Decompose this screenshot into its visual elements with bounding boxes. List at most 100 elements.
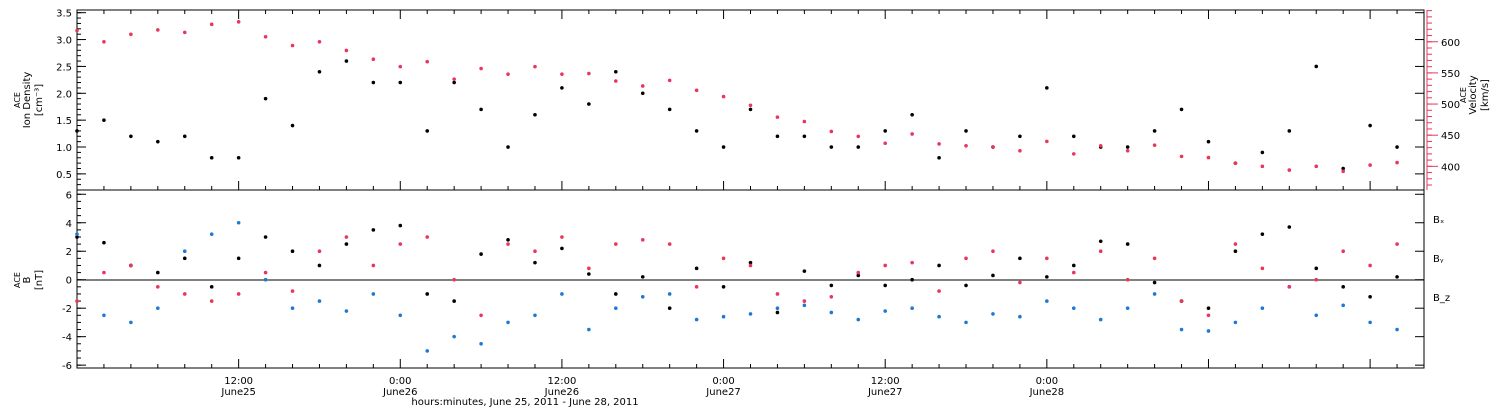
density-point — [102, 118, 106, 122]
velocity-point — [856, 134, 861, 139]
velocity-tick-label: 450 — [1441, 131, 1460, 142]
density-point — [263, 96, 268, 101]
by-point — [748, 312, 753, 316]
bz-point — [1287, 285, 1292, 289]
bx-point — [1341, 285, 1345, 289]
velocity-point — [290, 43, 295, 48]
bz-point — [667, 242, 672, 246]
bz-point — [182, 292, 187, 296]
density-point — [506, 145, 510, 149]
density-point — [290, 123, 295, 128]
top-panel-frame — [76, 9, 1425, 191]
by-point — [209, 232, 214, 236]
velocity-point — [1341, 169, 1345, 174]
x-tick-time: 0:00 — [1036, 376, 1058, 387]
bottom-axis-ticks: -6 -4 -2 0 2 4 6 — [62, 190, 1424, 372]
x-tick-time: 12:00 — [871, 376, 900, 387]
bx-point — [1287, 225, 1292, 229]
by-point — [156, 306, 160, 310]
density-point — [667, 107, 672, 112]
velocity-point — [263, 34, 268, 39]
velocity-point — [371, 57, 376, 62]
density-point — [344, 59, 349, 63]
bz-point — [829, 295, 834, 299]
bx-point — [802, 269, 807, 273]
bx-point — [1395, 275, 1399, 279]
velocity-point — [775, 115, 780, 119]
velocity-point — [1260, 164, 1265, 169]
b-tick-label: 2 — [66, 247, 72, 258]
by-point — [75, 232, 79, 236]
velocity-point — [1071, 152, 1076, 156]
bx-point — [425, 292, 430, 296]
bx-point — [856, 273, 861, 278]
density-point — [560, 86, 564, 90]
bz-point — [1368, 263, 1372, 268]
bx-point — [102, 240, 106, 245]
bz-point — [775, 292, 780, 296]
velocity-point — [129, 32, 133, 37]
bx-point — [694, 266, 699, 271]
bx-point — [1260, 232, 1265, 236]
bx-point — [290, 249, 295, 254]
velocity-tick-label: 400 — [1441, 162, 1460, 173]
density-point — [129, 134, 133, 139]
by-point — [1233, 320, 1238, 325]
bx-point — [991, 273, 995, 278]
bx-point — [398, 223, 403, 228]
velocity-axis-title-3: [km/s] — [1480, 79, 1491, 111]
velocity-point — [667, 78, 672, 83]
velocity-axis-title-2: Velocity — [1468, 75, 1479, 114]
velocity-point — [883, 141, 887, 146]
bx-point — [182, 256, 187, 261]
by-point — [317, 299, 322, 303]
velocity-point — [1233, 161, 1238, 166]
by-point — [910, 306, 914, 310]
bx-point — [1071, 263, 1076, 268]
by-point — [102, 313, 106, 318]
bx-point — [156, 270, 160, 275]
velocity-point — [1045, 139, 1049, 144]
density-point — [1179, 107, 1184, 112]
bx-point — [748, 260, 753, 265]
x-tick-time: 0:00 — [389, 376, 411, 387]
density-tick-label: 3.0 — [56, 36, 72, 47]
by-point — [1152, 292, 1157, 296]
density-tick-label: 1.5 — [56, 116, 72, 127]
velocity-tick-label: 500 — [1441, 100, 1460, 111]
bz-point — [748, 263, 753, 268]
bz-point — [721, 256, 726, 261]
bz-point — [1233, 242, 1238, 246]
bx-point — [560, 246, 564, 251]
density-point — [425, 129, 430, 133]
bz-point — [614, 242, 618, 246]
velocity-point — [317, 39, 322, 44]
by-point — [964, 320, 968, 325]
density-point — [1287, 129, 1292, 133]
x-axis-ticks: 12:00June250:00June2612:00June260:00June… — [103, 10, 1398, 398]
density-point — [587, 102, 591, 106]
density-tick-label: 2.5 — [56, 62, 72, 73]
velocity-axis-ticks: 400 450 500 550 600 — [1426, 10, 1460, 190]
b-axis-title-1: ACE — [13, 272, 22, 288]
density-point — [937, 155, 941, 160]
by-point — [290, 306, 295, 310]
velocity-point — [694, 88, 699, 93]
density-point — [1125, 145, 1130, 149]
velocity-point — [344, 48, 349, 53]
density-point — [236, 155, 241, 160]
x-tick-date: June26 — [382, 387, 418, 398]
velocity-point — [802, 119, 807, 124]
velocity-point — [1314, 164, 1319, 169]
bz-point — [263, 270, 268, 275]
bx-point — [587, 272, 591, 276]
bz-point — [1341, 249, 1345, 254]
bx-point — [236, 256, 241, 261]
velocity-tick-label: 600 — [1441, 38, 1460, 49]
density-point — [156, 139, 160, 144]
by-point — [614, 306, 618, 310]
density-point — [1260, 150, 1265, 155]
velocity-point — [640, 84, 645, 88]
density-point — [371, 80, 376, 85]
b-tick-label: 6 — [66, 190, 72, 201]
